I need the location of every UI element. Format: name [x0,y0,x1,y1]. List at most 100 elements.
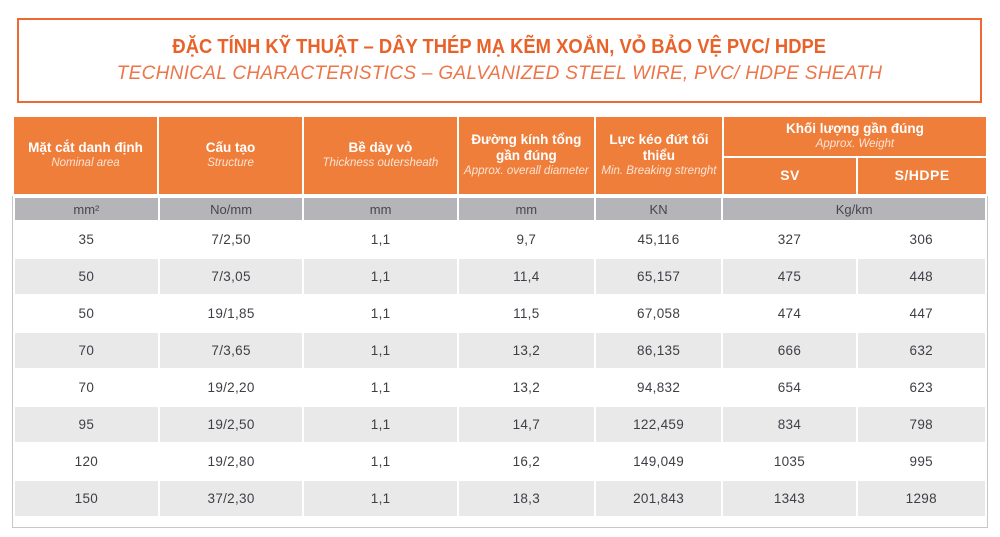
title-box: ĐẶC TÍNH KỸ THUẬT – DÂY THÉP MẠ KẼM XOẮN… [17,18,982,103]
table-cell: 666 [723,333,856,368]
table-cell: 1,1 [304,333,457,368]
unit-cell: mm [304,198,457,220]
table-row: 70 7/3,65 1,1 13,2 86,135 666 632 [15,333,985,368]
table-cell: 1,1 [304,296,457,331]
table-cell: 201,843 [595,481,722,516]
col-header-en: Min. Breaking strenght [601,165,717,178]
table-cell: 45,116 [595,222,722,257]
col-header-vi: Khối lượng gần đúng [785,120,924,136]
table-body-table: mm² No/mm mm mm KN Kg/km 35 7/2,50 1,1 9,7 4… [13,196,987,518]
table-cell: 95 [15,407,158,442]
table-row: 120 19/2,80 1,1 16,2 149,049 1035 995 [15,444,985,479]
page-title-english: TECHNICAL CHARACTERISTICS – GALVANIZED S… [116,63,883,84]
table-cell: 632 [857,333,985,368]
table-cell: 7/3,05 [159,259,303,294]
table-cell: 1,1 [304,444,457,479]
table-cell: 7/3,65 [159,333,303,368]
table-body: 35 7/2,50 1,1 9,7 45,116 327 306 50 7/3,05 1,1 11,… [15,222,985,516]
table-cell: 798 [857,407,985,442]
table-cell: 150 [15,481,158,516]
table-cell: 50 [15,296,158,331]
page-title-vietnamese: ĐẶC TÍNH KỸ THUẬT – DÂY THÉP MẠ KẼM XOẮN… [172,36,827,58]
table-cell: 19/2,80 [159,444,303,479]
table-cell: 475 [723,259,856,294]
table-cell: 1298 [857,481,985,516]
table-cell: 11,5 [458,296,594,331]
table-row: 150 37/2,30 1,1 18,3 201,843 1343 1298 [15,481,985,516]
table-cell: 9,7 [458,222,594,257]
unit-cell: mm [458,198,594,220]
col-header-overall-diameter: Đường kính tổng gần đúng Approx. overall… [458,117,595,194]
table-cell: 306 [857,222,985,257]
table-cell: 35 [15,222,158,257]
table-row: 50 7/3,05 1,1 11,4 65,157 475 448 [15,259,985,294]
table-cell: 474 [723,296,856,331]
table-cell: 120 [15,444,158,479]
col-header-vi: Mặt cắt danh định [28,139,143,155]
col-header-breaking-strength: Lực kéo đứt tối thiểu Min. Breaking stre… [596,117,722,194]
table-cell: 1,1 [304,407,457,442]
table-cell: 447 [857,296,985,331]
table-row: 35 7/2,50 1,1 9,7 45,116 327 306 [15,222,985,257]
unit-cell: mm² [15,198,158,220]
col-header-approx-weight-group: Khối lượng gần đúng Approx. Weight [723,117,986,157]
col-header-vi: Bề dày vỏ [348,139,413,155]
unit-cell-weight: Kg/km [723,198,985,220]
col-header-vi: Đường kính tổng gần đúng [471,132,582,163]
table-cell: 14,7 [458,407,594,442]
table-header: Mặt cắt danh định Nominal area Cấu tạo S… [12,115,988,196]
table-row: 70 19/2,20 1,1 13,2 94,832 654 623 [15,370,985,405]
table-cell: 1343 [723,481,856,516]
table-cell: 1,1 [304,259,457,294]
table-cell: 122,459 [595,407,722,442]
table-cell: 149,049 [595,444,722,479]
table-cell: 1,1 [304,222,457,257]
table-cell: 13,2 [458,333,594,368]
col-header-en: Approx. overall diameter [464,165,589,178]
col-header-en: Approx. Weight [815,138,895,151]
table-cell: 623 [857,370,985,405]
table-cell: 70 [15,333,158,368]
table-body-frame: mm² No/mm mm mm KN Kg/km 35 7/2,50 1,1 9,7 4… [12,196,988,528]
table-cell: 94,832 [595,370,722,405]
table-cell: 7/2,50 [159,222,303,257]
unit-cell: No/mm [159,198,303,220]
table-cell: 1035 [723,444,856,479]
table-cell: 19/2,50 [159,407,303,442]
table-cell: 37/2,30 [159,481,303,516]
table-cell: 13,2 [458,370,594,405]
table-cell: 16,2 [458,444,594,479]
col-header-nominal-area: Mặt cắt danh định Nominal area [14,117,158,194]
table-cell: 18,3 [458,481,594,516]
table-cell: 70 [15,370,158,405]
table-row: 50 19/1,85 1,1 11,5 67,058 474 447 [15,296,985,331]
col-header-en: Nominal area [51,157,120,170]
table-cell: 1,1 [304,370,457,405]
unit-cell: KN [595,198,722,220]
col-header-structure: Cấu tạo Structure [159,117,303,194]
table-cell: 834 [723,407,856,442]
col-subheader-sv: SV [723,158,857,194]
col-header-sheath-thickness: Bề dày vỏ Thickness outersheath [304,117,457,194]
table-cell: 11,4 [458,259,594,294]
col-subheader-shdpe: S/HDPE [858,158,986,194]
col-header-vi: Cấu tạo [205,139,256,155]
table-cell: 654 [723,370,856,405]
table-cell: 327 [723,222,856,257]
col-header-en: Thickness outersheath [322,157,439,170]
table-cell: 19/1,85 [159,296,303,331]
table-cell: 19/2,20 [159,370,303,405]
table-cell: 67,058 [595,296,722,331]
spec-table: Mặt cắt danh định Nominal area Cấu tạo S… [12,115,988,528]
unit-row: mm² No/mm mm mm KN Kg/km [15,198,985,220]
table-cell: 448 [857,259,985,294]
table-row: 95 19/2,50 1,1 14,7 122,459 834 798 [15,407,985,442]
table-cell: 50 [15,259,158,294]
table-cell: 65,157 [595,259,722,294]
col-header-vi: Lực kéo đứt tối thiểu [609,132,709,163]
col-header-en: Structure [207,157,254,170]
table-cell: 1,1 [304,481,457,516]
table-cell: 86,135 [595,333,722,368]
table-cell: 995 [857,444,985,479]
